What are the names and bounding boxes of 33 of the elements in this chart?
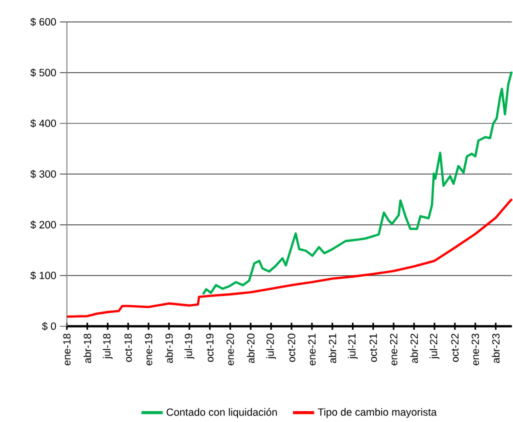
y-tick-label: $ 500 — [30, 68, 56, 77]
x-tick-label: oct-20 — [288, 334, 296, 362]
x-tick-label: jul-18 — [102, 334, 113, 360]
line-series — [202, 70, 513, 296]
x-tick-label: ene-20 — [226, 334, 234, 366]
y-tick-label: $ 600 — [30, 18, 56, 26]
y-tick-label: $ 400 — [30, 119, 56, 128]
y-tick-label: $ 300 — [30, 170, 56, 178]
x-tick-label: jul-19 — [184, 334, 194, 360]
x-tick-label: abr-21 — [328, 334, 336, 363]
x-tick-label: oct-19 — [206, 334, 214, 362]
x-tick-label: jul-22 — [430, 334, 440, 360]
x-tick-label: abr-22 — [410, 334, 418, 363]
line-series — [66, 198, 513, 318]
x-tick-label: ene-23 — [472, 334, 480, 366]
y-tick-label: $ 100 — [30, 271, 56, 280]
x-tick-label: oct-21 — [370, 334, 377, 362]
y-tick-label: $ 0 — [42, 322, 56, 330]
legend-label: Contado con liquidación — [166, 408, 277, 418]
x-tick-label: oct-22 — [451, 334, 459, 362]
x-tick-label: ene-18 — [63, 334, 71, 366]
x-tick-label: jul-20 — [266, 334, 276, 360]
x-tick-label: abr-23 — [492, 334, 500, 363]
x-tick-label: abr-18 — [83, 334, 92, 363]
x-tick-label: ene-22 — [390, 334, 398, 366]
x-tick-label: jul-21 — [348, 334, 358, 360]
x-tick-label: ene-19 — [144, 334, 152, 366]
x-tick-label: abr-20 — [246, 334, 255, 363]
x-tick-label: oct-18 — [124, 334, 132, 362]
x-tick-label: ene-21 — [308, 334, 316, 366]
x-tick-label: abr-19 — [165, 334, 173, 363]
y-tick-label: $ 200 — [30, 220, 56, 230]
legend-label: Tipo de cambio mayorista — [318, 408, 437, 418]
